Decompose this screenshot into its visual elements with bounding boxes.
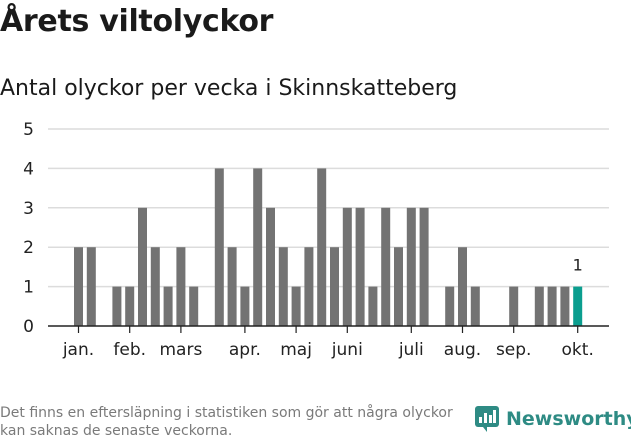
bar: [381, 207, 391, 326]
brand-name: Newsworthy: [506, 408, 631, 430]
bar: [458, 247, 467, 326]
bar: [534, 286, 544, 326]
bar: [509, 286, 519, 326]
bar: [176, 247, 186, 326]
x-tick-label: apr.: [229, 340, 261, 360]
x-tick-label: juli: [398, 340, 424, 360]
bar: [74, 247, 83, 326]
x-tick-label: jan.: [62, 340, 94, 360]
bar: [112, 286, 122, 326]
bar: [150, 247, 160, 326]
newsworthy-logo-icon: [475, 406, 499, 432]
bar: [214, 168, 224, 326]
bar: [394, 247, 403, 326]
bar: [253, 168, 263, 326]
bar: [138, 207, 147, 326]
bar: [163, 286, 173, 326]
bar: [406, 207, 416, 326]
bar: [125, 286, 135, 326]
data-label: 1: [573, 256, 583, 275]
bar: [560, 286, 570, 326]
bar: [330, 247, 339, 326]
y-tick-label: 0: [23, 317, 34, 337]
x-tick-label: okt.: [562, 340, 594, 360]
bar: [227, 247, 237, 326]
y-tick-label: 1: [23, 278, 34, 298]
footnote: Det finns en eftersläpning i statistiken…: [0, 405, 453, 439]
brand-logo: Newsworthy: [474, 405, 631, 433]
bar: [419, 207, 429, 326]
bar: [291, 286, 301, 326]
y-tick-label: 2: [23, 238, 34, 258]
x-tick-label: feb.: [113, 340, 146, 360]
x-tick-label: aug.: [444, 340, 481, 360]
chart-subtitle: Antal olyckor per vecka i Skinnskatteber…: [0, 76, 458, 101]
bar: [86, 247, 96, 326]
bar: [266, 207, 275, 326]
y-tick-label: 5: [23, 120, 34, 140]
chart-title: Årets viltolyckor: [0, 4, 274, 39]
bar: [189, 286, 199, 326]
bar: [355, 207, 365, 326]
y-tick-label: 3: [23, 199, 34, 219]
bar: [317, 168, 327, 326]
bar: [368, 286, 378, 326]
bar: [342, 207, 352, 326]
bar-chart: 0 1 2 3 4 5 jan. feb. mars apr. maj juni juli aug. sep…: [23, 120, 609, 360]
bar: [278, 247, 288, 326]
bar: [470, 286, 480, 326]
bar-highlight: [573, 286, 583, 326]
bar: [445, 286, 455, 326]
x-tick-label: maj: [280, 340, 312, 360]
y-tick-label: 4: [23, 159, 34, 179]
x-tick-label: juni: [331, 340, 363, 360]
bar: [240, 286, 250, 326]
x-tick-label: sep.: [496, 340, 532, 360]
bar: [547, 286, 557, 326]
bar: [304, 247, 314, 326]
x-tick-label: mars: [159, 340, 202, 360]
